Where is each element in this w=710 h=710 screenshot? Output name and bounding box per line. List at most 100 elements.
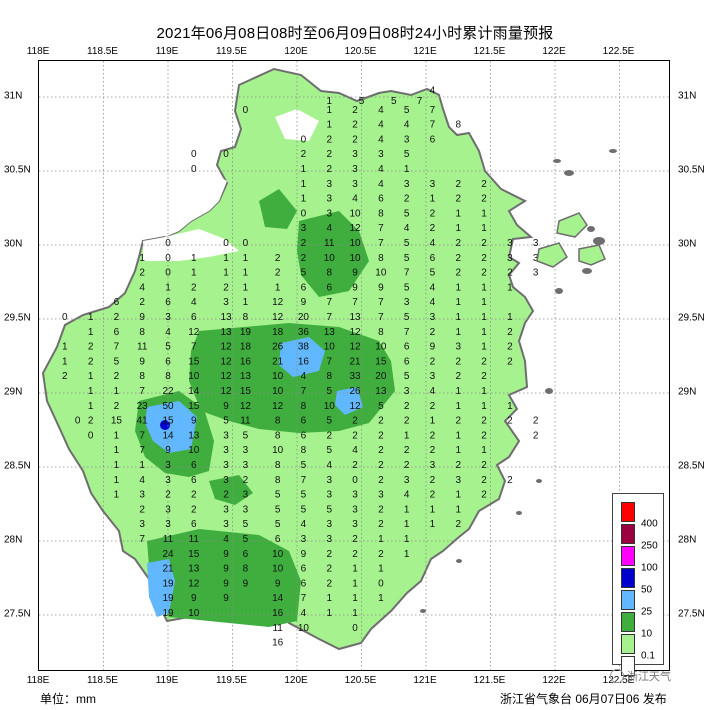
station-value: 2 <box>378 519 384 530</box>
station-value: 1 <box>243 297 249 308</box>
station-value: 21 <box>349 356 361 367</box>
station-value: 2 <box>114 401 120 412</box>
station-value: 3 <box>326 194 332 205</box>
station-value: 5 <box>326 445 332 456</box>
station-value: 3 <box>352 504 358 515</box>
station-value: 1 <box>404 430 410 441</box>
station-value: 4 <box>430 238 436 249</box>
station-value: 7 <box>301 593 307 604</box>
station-value: 7 <box>404 327 410 338</box>
station-value: 1 <box>301 164 307 175</box>
station-value: 6 <box>430 134 436 145</box>
station-value: 10 <box>272 386 284 397</box>
lat-tick-left: 31N <box>4 90 23 102</box>
station-value: 1 <box>223 253 229 264</box>
station-value: 8 <box>378 208 384 219</box>
station-value: 1 <box>455 490 461 501</box>
station-value: 6 <box>404 342 410 353</box>
station-value: 5 <box>326 416 332 427</box>
station-value: 4 <box>378 134 384 145</box>
lat-tick-right: 28N <box>678 534 697 546</box>
station-value: 1 <box>352 593 358 604</box>
station-value: 0 <box>165 238 171 249</box>
station-value: 0 <box>75 416 81 427</box>
station-value: 15 <box>111 416 123 427</box>
station-value: 8 <box>378 253 384 264</box>
station-value: 1 <box>139 460 145 471</box>
station-value: 20 <box>375 371 387 382</box>
station-value: 8 <box>275 430 281 441</box>
station-value: 3 <box>430 371 436 382</box>
station-value: 1 <box>507 401 513 412</box>
station-value: 6 <box>301 430 307 441</box>
station-value: 3 <box>430 460 436 471</box>
station-value: 1 <box>62 342 68 353</box>
station-value: 7 <box>378 223 384 234</box>
lon-tick-top: 122E <box>542 46 566 57</box>
station-value: 1 <box>481 208 487 219</box>
station-value: 9 <box>191 593 197 604</box>
station-value: 6 <box>301 416 307 427</box>
station-value: 9 <box>223 593 229 604</box>
station-value: 7 <box>301 475 307 486</box>
station-value: 3 <box>326 490 332 501</box>
station-value: 6 <box>114 327 120 338</box>
station-value: 3 <box>404 475 410 486</box>
station-value: 12 <box>272 312 284 323</box>
station-value: 1 <box>191 253 197 264</box>
station-value: 3 <box>378 490 384 501</box>
station-value: 50 <box>162 401 174 412</box>
lon-tick-bottom: 121E <box>413 675 437 686</box>
station-value: 8 <box>326 371 332 382</box>
station-value: 1 <box>114 475 120 486</box>
station-value: 7 <box>139 445 145 456</box>
station-value: 4 <box>326 223 332 234</box>
station-value: 2 <box>223 490 229 501</box>
lat-tick-left: 28N <box>4 534 23 546</box>
station-value: 1 <box>507 282 513 293</box>
station-value: 1 <box>88 386 94 397</box>
station-value: 2 <box>430 223 436 234</box>
station-value: 12 <box>188 578 200 589</box>
lon-tick-top: 121E <box>413 46 437 57</box>
station-value: 2 <box>88 356 94 367</box>
legend-swatch <box>621 612 635 632</box>
station-value: 2 <box>352 416 358 427</box>
station-value: 7 <box>326 297 332 308</box>
station-value: 8 <box>455 120 461 131</box>
station-value: 3 <box>301 223 307 234</box>
station-value: 2 <box>326 430 332 441</box>
station-value: 1 <box>481 327 487 338</box>
station-value: 5 <box>326 386 332 397</box>
station-value: 10 <box>349 238 361 249</box>
station-value: 1 <box>404 519 410 530</box>
station-value: 15 <box>162 416 174 427</box>
legend-swatch-none <box>621 656 635 676</box>
lat-tick-left: 28.5N <box>4 460 31 472</box>
station-value: 12 <box>220 342 232 353</box>
station-value: 1 <box>455 312 461 323</box>
station-value: 5 <box>301 490 307 501</box>
station-value: 12 <box>188 327 200 338</box>
station-value: 0 <box>62 312 68 323</box>
station-value: 6 <box>404 356 410 367</box>
station-value: 8 <box>326 268 332 279</box>
station-value: 10 <box>375 268 387 279</box>
station-value: 1 <box>62 356 68 367</box>
legend-swatch <box>621 546 635 566</box>
station-value: 8 <box>243 312 249 323</box>
station-value: 9 <box>139 356 145 367</box>
station-value: 2 <box>455 416 461 427</box>
station-value: 3 <box>326 179 332 190</box>
station-value: 0 <box>191 149 197 160</box>
rain-50-100-area <box>160 420 170 430</box>
station-value: 1 <box>430 519 436 530</box>
station-value: 4 <box>378 120 384 131</box>
station-value: 5 <box>114 356 120 367</box>
station-value: 22 <box>162 386 174 397</box>
station-value: 7 <box>430 105 436 116</box>
station-value: 6 <box>165 356 171 367</box>
legend-swatch <box>621 634 635 654</box>
station-value: 19 <box>162 593 174 604</box>
station-value: 1 <box>326 105 332 116</box>
